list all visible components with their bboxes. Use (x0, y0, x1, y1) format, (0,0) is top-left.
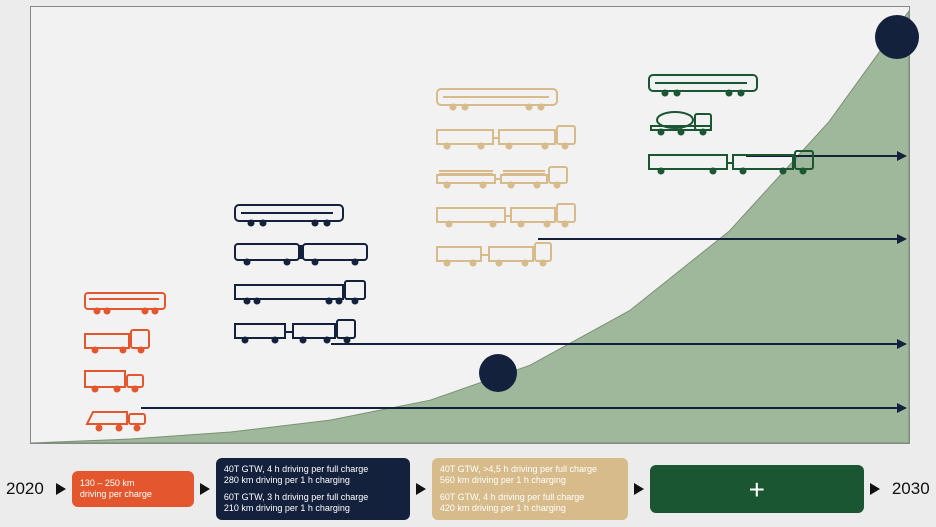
semi-trailer-icon-row (233, 279, 371, 312)
rigid-plus-trailer-icon (233, 318, 359, 346)
phase-2020-group (83, 289, 169, 445)
articulated-bus-icon (233, 240, 371, 268)
city-bus-icon (83, 289, 169, 317)
milestone-dot (479, 354, 517, 392)
track-arrow (538, 238, 905, 240)
tipper-truck-icon (83, 406, 149, 434)
box-2030: + (650, 465, 864, 513)
box-truck-icon (83, 367, 147, 395)
box-line: 280 km driving per 1 h charging (224, 475, 402, 486)
box-line: 210 km driving per 1 h charging (224, 503, 402, 514)
city-bus-icon-row (83, 289, 169, 322)
box-2020: 130 – 250 kmdriving per charge (72, 471, 194, 507)
rigid-pair-icon-row (435, 241, 579, 274)
phase-mid2-group (435, 85, 579, 280)
coach-icon-row (647, 71, 817, 104)
concrete-truck-icon (647, 110, 715, 138)
timeline-arrow-icon (200, 483, 210, 495)
box-mid1: 40T GTW, 4 h driving per full charge280 … (216, 458, 410, 520)
refuse-truck-icon (83, 328, 153, 356)
box-line: driving per charge (80, 489, 186, 500)
start-year-label: 2020 (0, 479, 50, 499)
chart-area (30, 6, 910, 444)
box-line: 560 km driving per 1 h charging (440, 475, 620, 486)
timeline-arrow-icon (56, 483, 66, 495)
semi-trailer-icon (233, 279, 369, 307)
box-line: 420 km driving per 1 h charging (440, 503, 620, 514)
box-line: 60T GTW, 3 h driving per full charge (224, 492, 402, 503)
concrete-truck-icon-row (647, 110, 817, 143)
phase-2030-group (647, 71, 817, 188)
milestone-dot (875, 15, 919, 59)
coach-icon (233, 201, 347, 229)
rigid-plus-trailer-icon-row (233, 318, 371, 351)
articulated-bus-icon-row (233, 240, 371, 273)
coach-long-icon (435, 85, 561, 113)
refuse-truck-icon-row (83, 328, 169, 361)
long-box-combo-icon-row (435, 202, 579, 235)
tipper-truck-icon-row (83, 406, 169, 439)
long-haul-combo-icon-row (647, 149, 817, 182)
box-line: 40T GTW, >4,5 h driving per full charge (440, 464, 620, 475)
coach-icon-row (233, 201, 371, 234)
double-trailer-icon (435, 124, 579, 152)
timeline-arrow-icon (634, 483, 644, 495)
timber-truck-icon-row (435, 163, 579, 196)
long-haul-combo-icon (647, 149, 817, 177)
box-line: 40T GTW, 4 h driving per full charge (224, 464, 402, 475)
coach-icon (647, 71, 761, 99)
coach-long-icon-row (435, 85, 579, 118)
end-year-label: 2030 (886, 479, 936, 499)
track-arrow (331, 343, 905, 345)
timeline-arrow-icon (870, 483, 880, 495)
track-arrow (141, 407, 905, 409)
timber-truck-icon (435, 163, 571, 191)
phase-mid1-group (233, 201, 371, 357)
box-mid2: 40T GTW, >4,5 h driving per full charge5… (432, 458, 628, 520)
timeline-arrow-icon (416, 483, 426, 495)
box-truck-icon-row (83, 367, 169, 400)
double-trailer-icon-row (435, 124, 579, 157)
long-box-combo-icon (435, 202, 579, 230)
box-line: 130 – 250 km (80, 478, 186, 489)
rigid-pair-icon (435, 241, 555, 269)
timeline-row: 2020 130 – 250 kmdriving per charge 40T G… (0, 456, 936, 522)
box-line: 60T GTW, 4 h driving per full charge (440, 492, 620, 503)
